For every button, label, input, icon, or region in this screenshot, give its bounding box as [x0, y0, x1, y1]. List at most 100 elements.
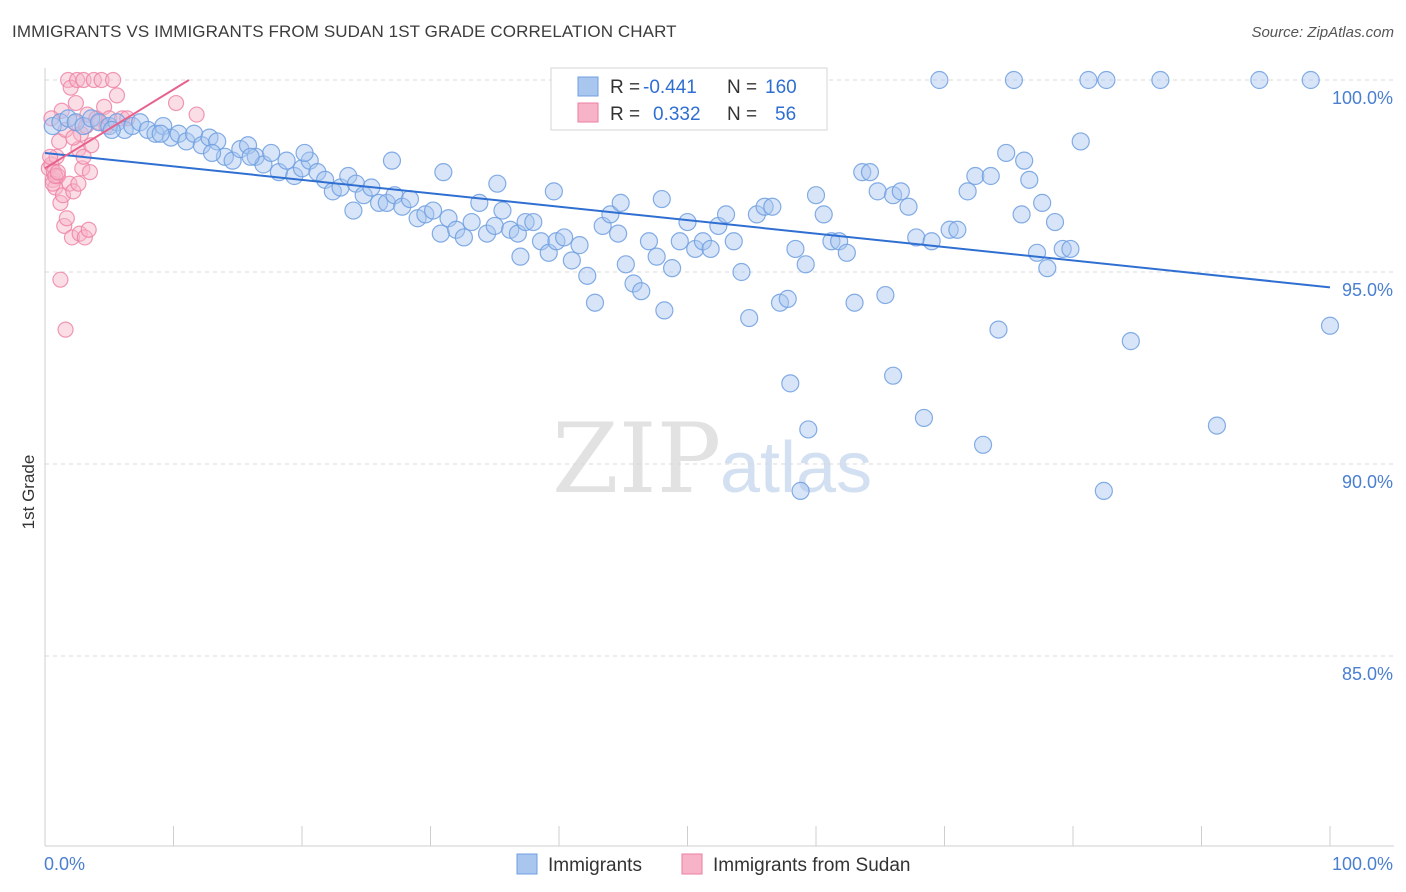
immigrants-point	[241, 147, 260, 166]
legend-n-value-1: 160	[765, 77, 797, 98]
immigrants-point	[74, 116, 93, 136]
immigrants-point	[544, 182, 563, 201]
sudan-point	[58, 210, 75, 227]
immigrants-point	[747, 205, 766, 224]
immigrants-point	[1012, 205, 1031, 224]
immigrants-point	[701, 239, 720, 259]
immigrants-point	[1038, 259, 1057, 278]
immigrants-point	[192, 136, 211, 155]
y-tick-label: 90.0%	[1342, 472, 1393, 492]
immigrants-point	[146, 124, 165, 143]
watermark-atlas: atlas	[720, 428, 872, 508]
immigrants-point	[423, 201, 443, 220]
immigrants-point	[883, 366, 903, 385]
sudan-point	[70, 175, 87, 192]
immigrants-point	[755, 197, 774, 216]
immigrants-point	[678, 212, 697, 232]
immigrants-point	[724, 232, 743, 251]
immigrants-point	[1020, 170, 1039, 189]
immigrants-point	[822, 232, 841, 251]
immigrants-point	[652, 189, 671, 209]
sudan-point	[43, 110, 60, 127]
immigrants-point	[431, 224, 450, 243]
sudan-point	[80, 221, 97, 238]
immigrants-point	[876, 285, 895, 305]
legend-r-label-2: R =	[610, 104, 640, 125]
immigrants-point	[1151, 70, 1170, 90]
immigrants-point	[948, 220, 967, 239]
immigrants-point	[601, 205, 620, 224]
immigrants-point	[130, 113, 150, 132]
sudan-trend-line	[44, 79, 190, 170]
legend-r-value-2: 0.332	[653, 104, 701, 125]
immigrants-point	[1015, 151, 1034, 170]
immigrants-point	[454, 228, 474, 247]
immigrants-point	[1027, 243, 1047, 262]
legend-swatch-immigrants	[577, 76, 599, 97]
bottom-legend-immigrants: Immigrants	[548, 855, 642, 876]
immigrants-trend-line	[44, 151, 1331, 289]
immigrants-point	[462, 212, 481, 232]
y-axis-label: 1st Grade	[19, 455, 38, 530]
immigrants-point	[400, 189, 420, 209]
immigrants-point	[891, 182, 910, 201]
immigrants-point	[585, 293, 605, 312]
immigrants-point	[1045, 212, 1065, 232]
immigrants-point	[1061, 239, 1080, 259]
immigrants-point	[997, 143, 1016, 163]
immigrants-point	[151, 124, 170, 143]
immigrants-point	[778, 289, 797, 308]
immigrants-point	[169, 124, 188, 143]
immigrants-point	[511, 247, 530, 266]
immigrants-point	[1033, 193, 1052, 212]
immigrants-point	[1004, 70, 1023, 90]
immigrants-point	[447, 220, 466, 239]
immigrants-point	[763, 197, 782, 216]
sudan-point	[105, 71, 122, 89]
immigrants-point	[693, 232, 713, 251]
y-tick-label: 85.0%	[1342, 664, 1393, 684]
sudan-point	[61, 175, 78, 192]
immigrants-point	[377, 193, 396, 212]
immigrants-point	[781, 374, 800, 393]
immigrants-point	[344, 201, 363, 220]
axes: 85.0% 90.0% 95.0% 100.0% 0.0% 100.0%	[44, 68, 1394, 874]
immigrants-point	[791, 481, 810, 500]
x-tick-label: 100.0%	[1332, 854, 1393, 874]
bottom-legend-swatch-sudan	[681, 853, 703, 875]
sudan-point	[49, 164, 66, 181]
trend-lines	[44, 79, 1331, 289]
immigrants-point	[845, 293, 864, 312]
immigrants-point	[860, 163, 880, 182]
immigrants-point	[562, 251, 581, 270]
immigrants-point	[524, 212, 543, 232]
source-label: Source: ZipAtlas.com	[1251, 24, 1394, 41]
immigrants-point	[1121, 332, 1140, 351]
sudan-point	[74, 160, 91, 177]
immigrants-point	[570, 236, 589, 255]
immigrants-point	[609, 224, 628, 243]
immigrants-point	[177, 132, 196, 151]
sudan-point	[76, 229, 93, 246]
immigrants-point	[981, 166, 1000, 186]
immigrants-point	[806, 186, 826, 205]
immigrants-point	[202, 143, 222, 163]
immigrants-point	[493, 201, 512, 220]
legend-swatch-sudan	[577, 102, 599, 123]
legend-r-value-1: -0.441	[643, 77, 697, 98]
immigrants-point	[434, 163, 453, 182]
legend-n-label-1: N =	[727, 77, 757, 98]
immigrants-point	[277, 151, 296, 170]
immigrants-point	[555, 228, 574, 247]
immigrants-point	[930, 70, 949, 90]
immigrants-point	[1071, 132, 1090, 151]
immigrants-point	[485, 216, 504, 236]
immigrants-point	[516, 212, 535, 232]
immigrants-point	[662, 259, 682, 278]
immigrants-point	[632, 282, 651, 301]
immigrants-point	[624, 274, 643, 293]
immigrants-point	[477, 224, 497, 243]
immigrants-point	[716, 205, 736, 224]
immigrants-point	[488, 174, 507, 193]
